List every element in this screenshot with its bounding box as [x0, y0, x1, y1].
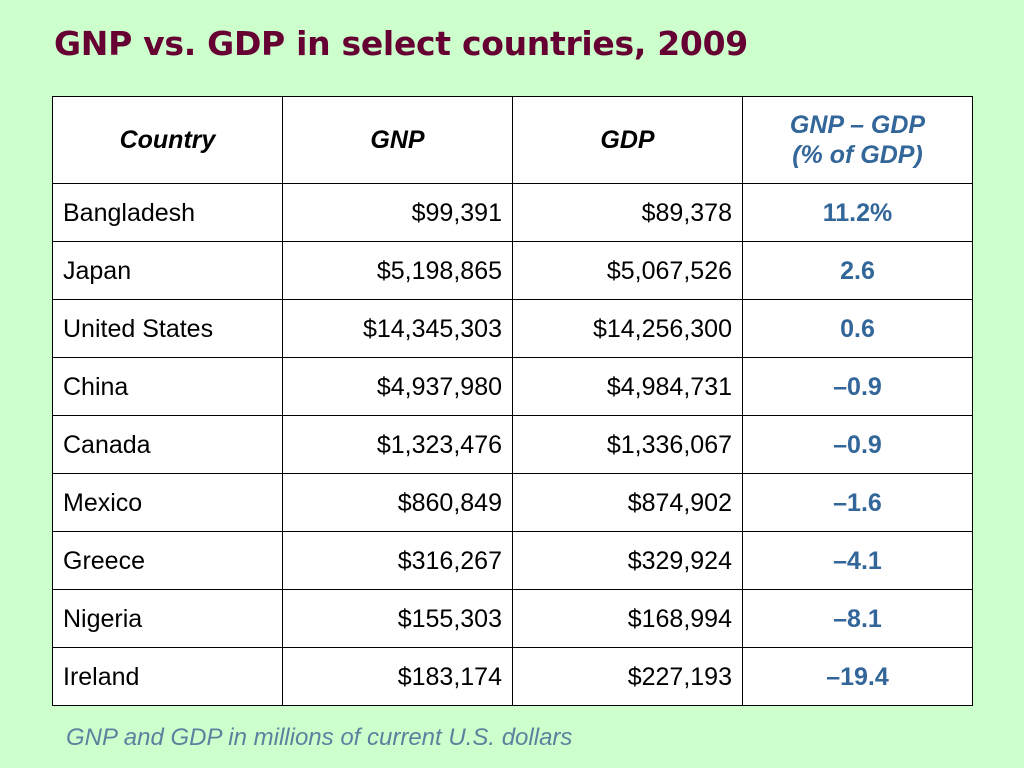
footnote: GNP and GDP in millions of current U.S. …: [66, 724, 573, 751]
header-gnp-minus-gdp-line1: GNP – GDP: [789, 111, 926, 139]
header-gdp: GDP: [512, 96, 743, 184]
cell-gnp: $14,345,303: [282, 299, 513, 358]
table-row: Mexico $860,849 $874,902 –1.6: [52, 473, 973, 532]
table-row: Bangladesh $99,391 $89,378 11.2%: [52, 183, 973, 242]
cell-gnp: $1,323,476: [282, 415, 513, 474]
table-row: United States $14,345,303 $14,256,300 0.6: [52, 299, 973, 358]
cell-gnp: $4,937,980: [282, 357, 513, 416]
cell-gdp: $5,067,526: [512, 241, 743, 300]
cell-gnp-minus-gdp: 11.2%: [742, 183, 973, 242]
cell-gnp-minus-gdp: 2.6: [742, 241, 973, 300]
cell-country: Ireland: [52, 647, 283, 706]
cell-gdp: $874,902: [512, 473, 743, 532]
cell-country: United States: [52, 299, 283, 358]
header-country: Country: [52, 96, 283, 184]
cell-gnp: $155,303: [282, 589, 513, 648]
cell-gdp: $4,984,731: [512, 357, 743, 416]
cell-gnp: $860,849: [282, 473, 513, 532]
table-row: Ireland $183,174 $227,193 –19.4: [52, 647, 973, 706]
table-row: Nigeria $155,303 $168,994 –8.1: [52, 589, 973, 648]
table-row: Canada $1,323,476 $1,336,067 –0.9: [52, 415, 973, 474]
cell-gnp: $99,391: [282, 183, 513, 242]
cell-country: Mexico: [52, 473, 283, 532]
cell-gnp-minus-gdp: –0.9: [742, 415, 973, 474]
cell-gdp: $89,378: [512, 183, 743, 242]
header-gnp-minus-gdp-line2: (% of GDP): [792, 141, 923, 169]
cell-country: Nigeria: [52, 589, 283, 648]
header-gnp-minus-gdp: GNP – GDP (% of GDP): [742, 96, 973, 184]
table-body: Bangladesh $99,391 $89,378 11.2% Japan $5,198…: [52, 183, 973, 706]
cell-country: Canada: [52, 415, 283, 474]
slide-title: GNP vs. GDP in select countries, 2009: [54, 24, 748, 63]
cell-gnp-minus-gdp: –19.4: [742, 647, 973, 706]
table-row: Greece $316,267 $329,924 –4.1: [52, 531, 973, 590]
cell-gnp: $183,174: [282, 647, 513, 706]
cell-country: Bangladesh: [52, 183, 283, 242]
cell-gnp: $316,267: [282, 531, 513, 590]
gnp-gdp-table: Country GNP GDP GNP – GDP (% of GDP) Ban…: [52, 96, 973, 706]
cell-country: China: [52, 357, 283, 416]
cell-gnp: $5,198,865: [282, 241, 513, 300]
cell-gnp-minus-gdp: 0.6: [742, 299, 973, 358]
cell-gnp-minus-gdp: –0.9: [742, 357, 973, 416]
cell-gdp: $168,994: [512, 589, 743, 648]
cell-gnp-minus-gdp: –8.1: [742, 589, 973, 648]
cell-gdp: $227,193: [512, 647, 743, 706]
cell-country: Japan: [52, 241, 283, 300]
cell-gnp-minus-gdp: –4.1: [742, 531, 973, 590]
cell-country: Greece: [52, 531, 283, 590]
cell-gnp-minus-gdp: –1.6: [742, 473, 973, 532]
cell-gdp: $14,256,300: [512, 299, 743, 358]
table-row: Japan $5,198,865 $5,067,526 2.6: [52, 241, 973, 300]
table-header-row: Country GNP GDP GNP – GDP (% of GDP): [52, 96, 973, 184]
cell-gdp: $1,336,067: [512, 415, 743, 474]
cell-gdp: $329,924: [512, 531, 743, 590]
table-row: China $4,937,980 $4,984,731 –0.9: [52, 357, 973, 416]
header-gnp: GNP: [282, 96, 513, 184]
